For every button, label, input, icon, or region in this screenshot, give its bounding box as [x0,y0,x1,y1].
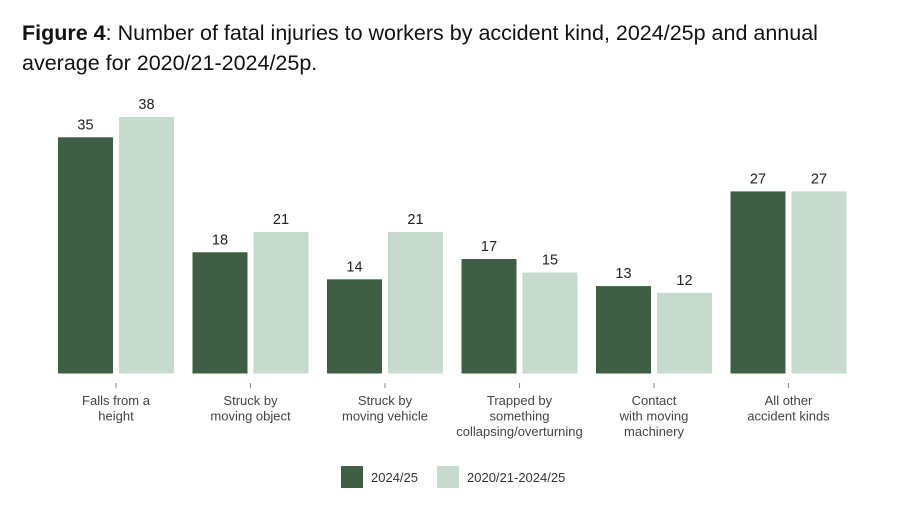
bar-average-4 [657,292,712,374]
category-label-0: Falls from a height [82,393,151,424]
value-label-average-4: 12 [676,273,692,289]
category-label-1: Struck by moving object [210,393,291,424]
bars-layer [58,117,847,374]
value-label-average-0: 38 [138,97,154,113]
value-labels-layer: 35 38 18 21 14 21 17 15 13 12 27 27 [77,97,827,289]
value-label-current-1: 18 [212,232,228,248]
category-label-3: Trapped by something collapsing/overturnin… [456,393,582,439]
bar-current-0 [58,137,113,374]
legend-label-average: 2020/21-2024/25 [467,470,565,485]
legend-swatch-current [341,466,363,488]
value-label-current-0: 35 [77,117,93,133]
category-label-2: Struck by moving vehicle [342,393,428,424]
bar-average-2 [388,231,443,374]
value-label-current-5: 27 [750,171,766,187]
bar-current-4 [596,286,651,374]
value-label-current-2: 14 [346,259,362,275]
bar-average-5 [791,191,847,374]
bar-average-0 [119,117,174,374]
value-label-average-2: 21 [407,212,423,228]
value-label-average-3: 15 [542,253,558,269]
value-label-average-1: 21 [273,212,289,228]
legend-swatch-average [437,466,459,488]
value-label-current-4: 13 [615,266,631,282]
figure-label: Figure 4 [22,21,106,45]
bar-current-2 [327,279,382,374]
value-label-current-3: 17 [481,239,497,255]
bar-current-1 [192,252,248,374]
x-ticks-layer [115,383,789,388]
category-label-5: All other accident kinds [747,393,830,424]
bar-average-1 [253,231,309,374]
title-text: : Number of fatal injuries to workers by… [22,21,818,75]
chart-title: Figure 4: Number of fatal injuries to wo… [22,18,882,78]
category-labels-layer: Falls from a height Struck by moving object… [82,393,830,439]
legend-label-current: 2024/25 [371,470,418,485]
bar-current-5 [730,191,786,374]
category-label-4: Contact with moving machinery [619,393,689,439]
bar-average-3 [522,272,578,374]
bar-current-3 [461,259,517,374]
legend: 2024/25 2020/21-2024/25 [341,466,565,488]
value-label-average-5: 27 [811,171,827,187]
